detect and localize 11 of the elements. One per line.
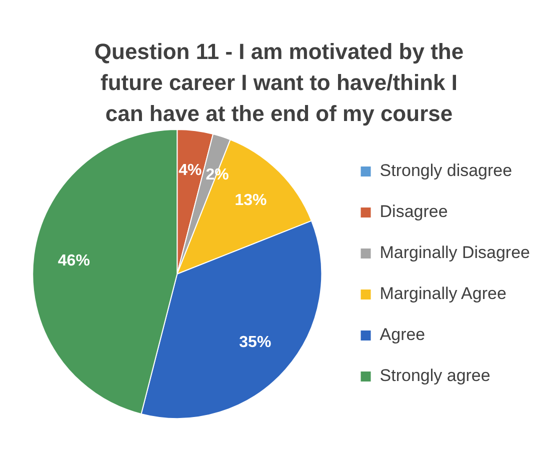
legend-label: Strongly disagree [380,161,512,180]
legend-label: Marginally Disagree [380,243,530,262]
data-label: 4% [178,162,202,180]
legend-label: Disagree [380,202,448,222]
legend-label: Strongly agree [380,366,490,386]
legend-label: Agree [380,325,426,344]
data-label: 35% [239,334,272,352]
data-label: 46% [58,252,90,270]
legend-label: Marginally Agree [380,284,506,304]
data-label: 13% [234,192,267,209]
chart-title: Question 11 - I am motivated by the future career I want to have/think I can have at the end of my course [93,38,465,128]
